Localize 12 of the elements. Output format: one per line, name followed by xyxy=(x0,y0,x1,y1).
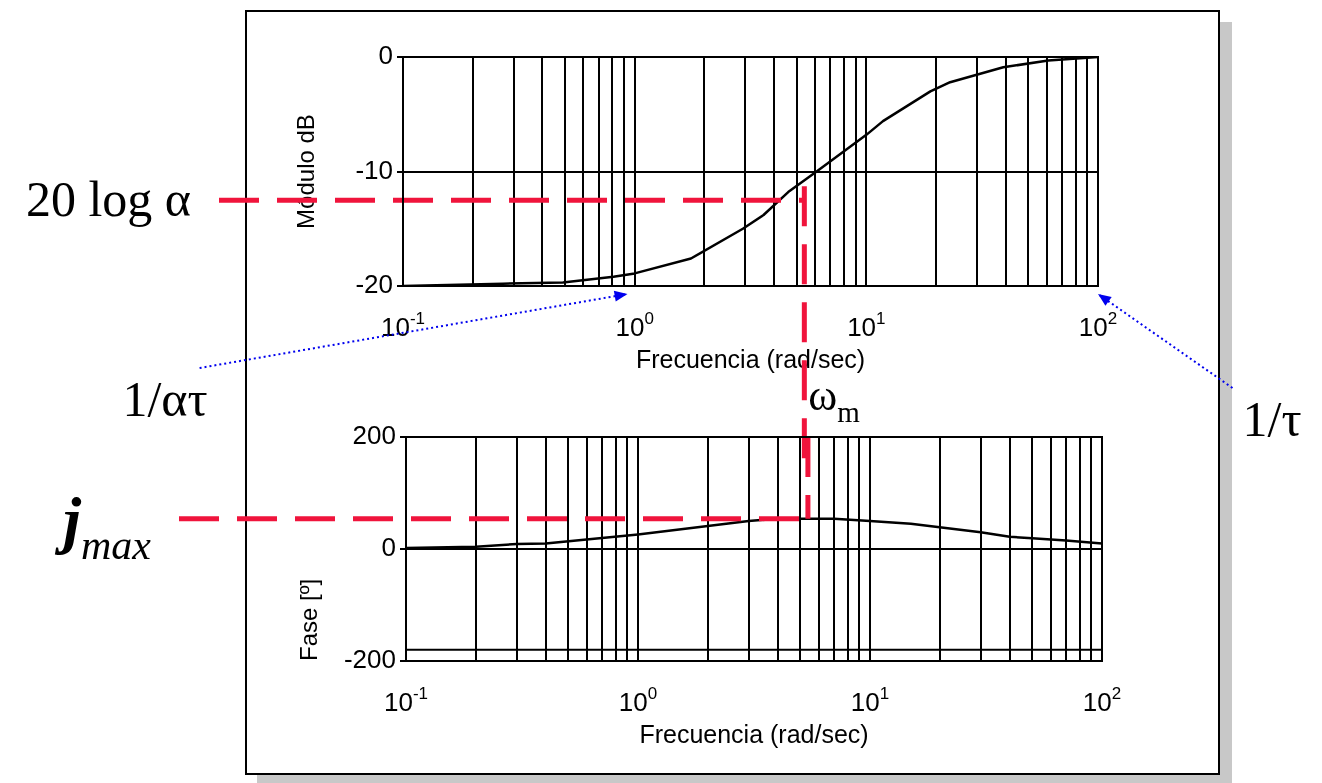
y-tick-label: -10 xyxy=(355,154,393,185)
text: 1/ατ xyxy=(122,371,208,427)
y-tick-label: 0 xyxy=(381,532,396,563)
y-tick-label: -20 xyxy=(355,269,393,300)
x-axis-title: Frecuencia (rad/sec) xyxy=(639,719,869,748)
text: 1/τ xyxy=(1242,391,1302,447)
ref-line-label: 20 log α xyxy=(25,171,192,228)
x-axis-title: Frecuencia (rad/sec) xyxy=(635,344,866,373)
y-axis-title: Fase [º] xyxy=(295,578,323,661)
y-tick-label: 0 xyxy=(378,40,393,71)
y-tick-label: 200 xyxy=(352,420,396,451)
y-tick-label: -200 xyxy=(343,644,396,675)
